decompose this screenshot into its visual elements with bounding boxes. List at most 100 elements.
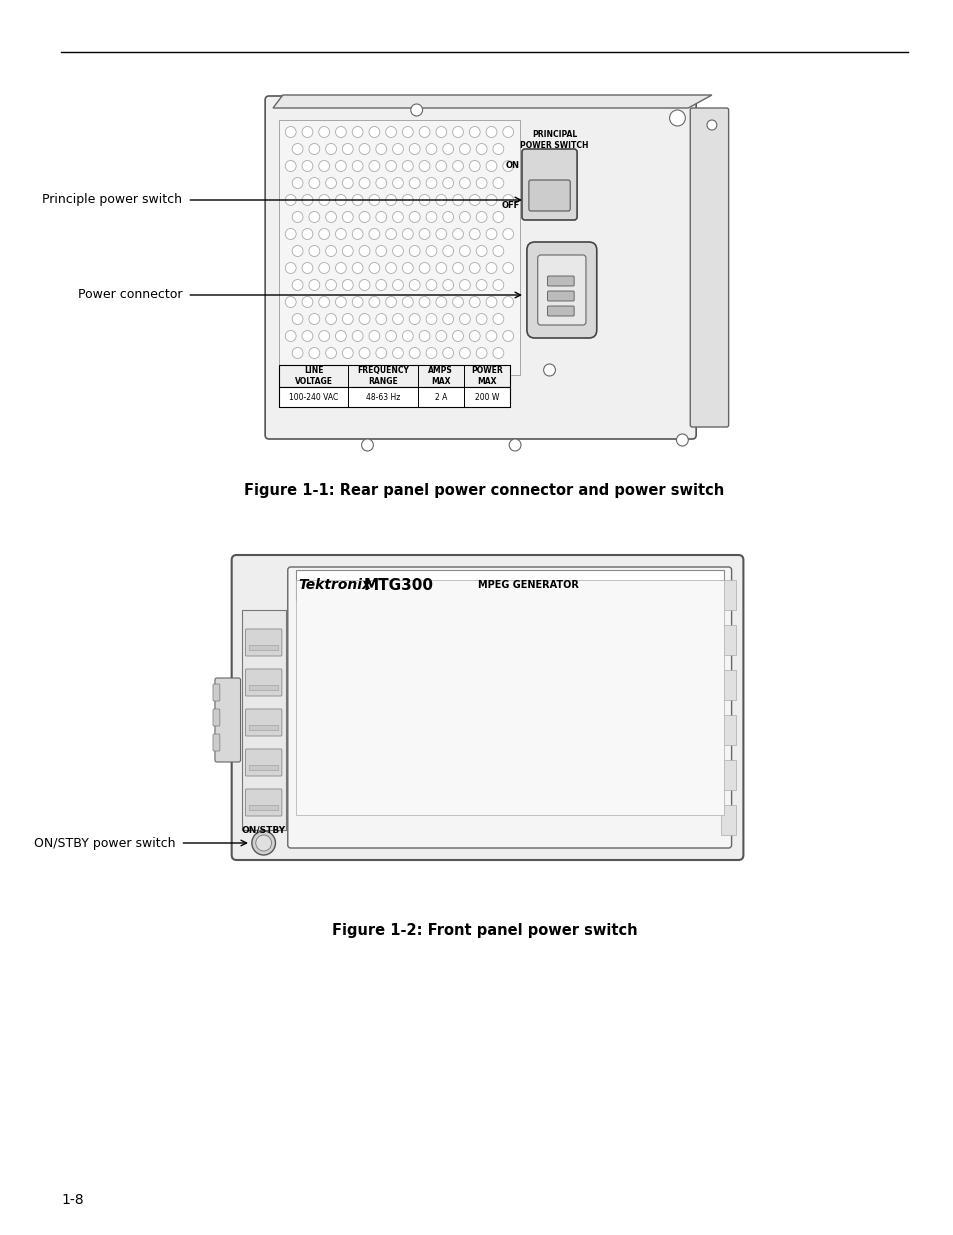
Circle shape [476,246,487,257]
Circle shape [486,228,497,240]
Circle shape [493,314,503,325]
Circle shape [292,211,303,222]
Bar [720,760,735,790]
Circle shape [335,194,346,205]
Circle shape [426,211,436,222]
Text: FREQUENCY
RANGE: FREQUENCY RANGE [356,367,409,385]
Circle shape [309,246,319,257]
Circle shape [352,161,363,172]
Text: Power connector: Power connector [78,289,182,301]
Circle shape [342,347,353,358]
Circle shape [402,331,413,342]
Bar [417,366,463,408]
Circle shape [426,314,436,325]
Circle shape [426,347,436,358]
Circle shape [502,263,513,273]
Circle shape [352,194,363,205]
Circle shape [409,347,419,358]
Circle shape [375,347,386,358]
Circle shape [358,211,370,222]
Circle shape [402,296,413,308]
Circle shape [418,126,430,137]
FancyBboxPatch shape [690,107,728,427]
Circle shape [502,126,513,137]
Bar [249,725,277,730]
Text: ON/STBY: ON/STBY [241,825,285,835]
Circle shape [418,331,430,342]
Bar [249,645,277,650]
Circle shape [309,314,319,325]
Circle shape [409,246,419,257]
Bar [720,580,735,610]
FancyBboxPatch shape [232,555,742,860]
Circle shape [411,104,422,116]
Circle shape [318,194,329,205]
Circle shape [436,126,446,137]
Circle shape [369,228,379,240]
Text: 100-240 VAC: 100-240 VAC [289,393,338,401]
Circle shape [369,126,379,137]
FancyBboxPatch shape [213,734,219,751]
Circle shape [442,143,453,154]
Circle shape [292,246,303,257]
Circle shape [436,331,446,342]
Circle shape [309,143,319,154]
Text: MPEG GENERATOR: MPEG GENERATOR [477,580,578,590]
Circle shape [469,296,479,308]
FancyBboxPatch shape [547,291,574,301]
Circle shape [309,347,319,358]
Bar [295,571,723,600]
Circle shape [402,228,413,240]
Circle shape [486,161,497,172]
Circle shape [476,143,487,154]
FancyBboxPatch shape [245,748,281,776]
FancyBboxPatch shape [521,149,577,220]
Circle shape [418,296,430,308]
Text: AMPS
MAX: AMPS MAX [428,367,453,385]
Circle shape [418,161,430,172]
Circle shape [442,314,453,325]
Bar [249,685,277,690]
Circle shape [418,263,430,273]
Bar [249,764,277,769]
Circle shape [342,143,353,154]
Circle shape [292,347,303,358]
Text: Principle power switch: Principle power switch [43,194,182,206]
Circle shape [476,314,487,325]
Circle shape [352,126,363,137]
Circle shape [255,835,272,851]
Circle shape [302,194,313,205]
Circle shape [502,296,513,308]
Bar [348,366,417,408]
Circle shape [452,126,463,137]
Polygon shape [273,95,711,107]
Circle shape [543,364,555,375]
Circle shape [325,314,336,325]
Bar [278,366,510,387]
Circle shape [402,263,413,273]
Circle shape [342,279,353,290]
Circle shape [335,126,346,137]
Text: Figure 1-1: Rear panel power connector and power switch: Figure 1-1: Rear panel power connector a… [244,483,724,498]
Circle shape [325,347,336,358]
Circle shape [325,279,336,290]
Circle shape [393,347,403,358]
Circle shape [436,296,446,308]
Circle shape [409,314,419,325]
Circle shape [493,143,503,154]
Circle shape [358,143,370,154]
FancyBboxPatch shape [547,306,574,316]
Bar [241,610,286,830]
Circle shape [393,279,403,290]
Circle shape [318,296,329,308]
Circle shape [385,263,396,273]
Circle shape [469,263,479,273]
Circle shape [493,279,503,290]
Circle shape [302,263,313,273]
Circle shape [436,161,446,172]
Circle shape [342,178,353,189]
Circle shape [418,194,430,205]
Circle shape [375,143,386,154]
FancyBboxPatch shape [214,678,240,762]
Circle shape [476,211,487,222]
